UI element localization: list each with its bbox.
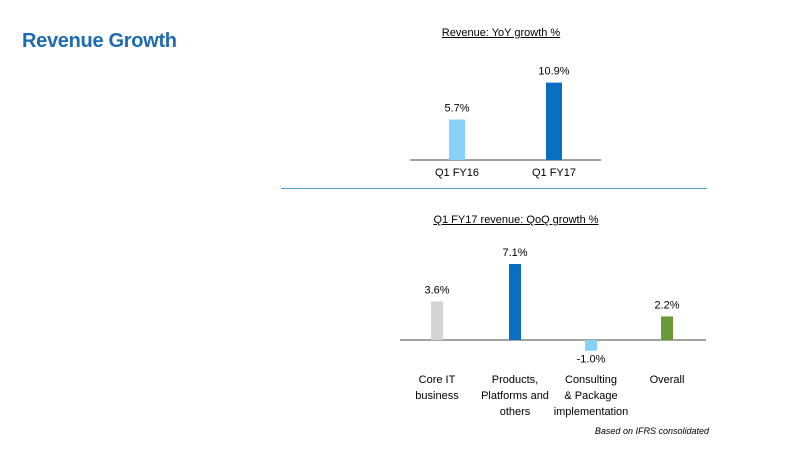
bar <box>661 316 673 340</box>
category-label: business <box>415 390 459 402</box>
page-title: Revenue Growth <box>22 30 177 52</box>
bar <box>546 82 562 160</box>
category-label: Q1 FY16 <box>435 167 479 179</box>
data-label: 5.7% <box>444 103 469 115</box>
category-label: Overall <box>650 374 685 386</box>
qoq-chart-title: Q1 FY17 revenue: QoQ growth % <box>433 214 599 226</box>
footnote: Based on IFRS consolidated <box>594 426 709 436</box>
category-label: & Package <box>564 390 617 402</box>
data-label: -1.0% <box>577 354 606 366</box>
bar <box>431 301 443 340</box>
data-label: 10.9% <box>538 66 569 78</box>
category-label: Products, <box>492 374 538 386</box>
yoy-chart-title: Revenue: YoY growth % <box>441 27 561 39</box>
bar <box>449 119 465 160</box>
category-label: implementation <box>554 406 629 418</box>
chart-divider <box>281 188 707 189</box>
category-label: Q1 FY17 <box>532 167 576 179</box>
bar <box>509 264 521 340</box>
category-label: others <box>500 406 531 418</box>
data-label: 2.2% <box>654 299 679 311</box>
category-label: Core IT <box>419 374 456 386</box>
bar <box>585 340 597 351</box>
category-label: Consulting <box>565 374 617 386</box>
data-label: 3.6% <box>424 284 449 296</box>
data-label: 7.1% <box>502 247 527 259</box>
category-label: Platforms and <box>481 390 549 402</box>
